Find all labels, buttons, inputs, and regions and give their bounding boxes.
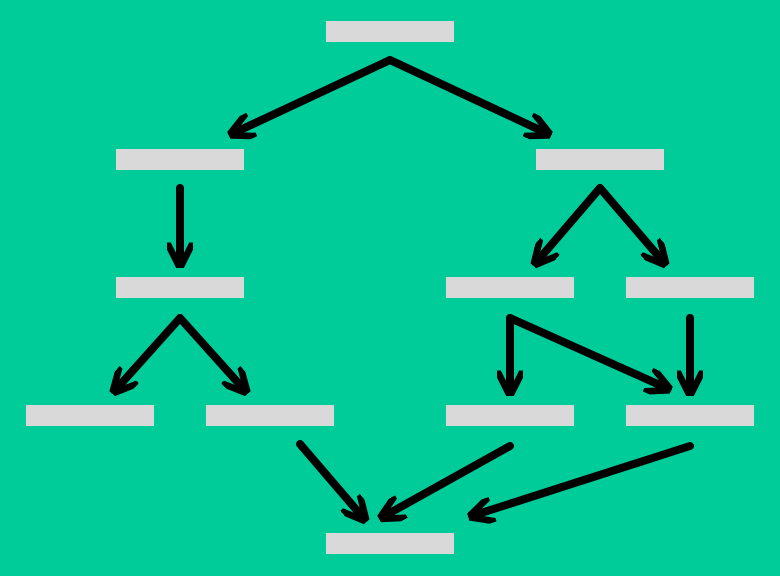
node-l1 (116, 149, 244, 170)
node-l3a (26, 405, 154, 426)
node-r3a (446, 405, 574, 426)
arrow-r3a-to-bottom (388, 442, 514, 514)
node-l3b (206, 405, 334, 426)
arrow-l3b-to-bottom (296, 440, 360, 514)
arrow-root-to-r1 (386, 56, 542, 131)
node-bottom (326, 533, 454, 554)
arrow-l2-to-l3a (119, 314, 184, 386)
arrow-r2a-to-r3b (506, 314, 662, 386)
arrow-l2-to-l3b (176, 314, 241, 386)
node-l2 (116, 277, 244, 298)
arrow-r1-to-r2b (596, 184, 660, 258)
node-r1 (536, 149, 664, 170)
arrow-r1-to-r2a (540, 184, 604, 258)
node-r2b (626, 277, 754, 298)
arrow-root-to-l1 (238, 56, 394, 131)
node-r2a (446, 277, 574, 298)
node-root (326, 21, 454, 42)
arrow-r3b-to-bottom (478, 442, 694, 514)
node-r3b (626, 405, 754, 426)
